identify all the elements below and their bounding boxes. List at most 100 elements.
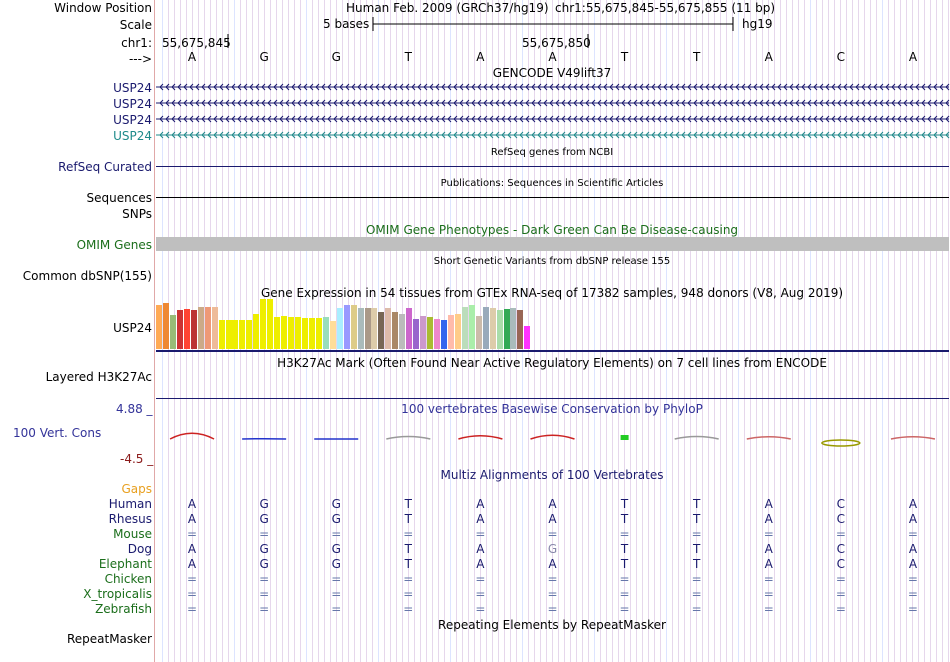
gtex-bar[interactable] bbox=[350, 305, 357, 349]
cons-mark bbox=[386, 435, 431, 440]
grid-line bbox=[618, 0, 619, 662]
gtex-bar[interactable] bbox=[447, 315, 454, 349]
gtex-bar[interactable] bbox=[385, 308, 392, 349]
gtex-bar[interactable] bbox=[204, 307, 211, 349]
gtex-bar[interactable] bbox=[162, 303, 169, 349]
gtex-bar[interactable] bbox=[322, 317, 329, 349]
species-label[interactable]: Human bbox=[108, 497, 152, 511]
reference-base: G bbox=[331, 50, 341, 64]
gtex-bar[interactable] bbox=[260, 299, 267, 349]
gtex-bar[interactable] bbox=[364, 308, 371, 349]
gtex-bar[interactable] bbox=[315, 318, 322, 349]
gtex-bar[interactable] bbox=[454, 314, 461, 349]
gtex-bar[interactable] bbox=[489, 308, 496, 349]
db-label: hg19 bbox=[742, 17, 773, 31]
repeatmasker-label[interactable]: RepeatMasker bbox=[66, 632, 152, 646]
species-label[interactable]: Rhesus bbox=[108, 512, 152, 526]
gtex-bar[interactable] bbox=[288, 317, 295, 349]
species-label[interactable]: Zebrafish bbox=[95, 602, 152, 616]
reference-base: A bbox=[187, 50, 197, 64]
gaps-label[interactable]: Gaps bbox=[121, 482, 152, 496]
gtex-bar[interactable] bbox=[281, 316, 288, 349]
gtex-bar[interactable] bbox=[239, 320, 246, 349]
gtex-bar[interactable] bbox=[232, 320, 239, 349]
gtex-bar[interactable] bbox=[211, 307, 218, 349]
publications-line[interactable] bbox=[156, 197, 949, 198]
gtex-bar[interactable] bbox=[496, 310, 503, 349]
gtex-bar[interactable] bbox=[420, 316, 427, 349]
gtex-bar[interactable] bbox=[274, 317, 281, 349]
gtex-bar[interactable] bbox=[371, 308, 378, 349]
gtex-bar[interactable] bbox=[503, 309, 510, 349]
gtex-bar[interactable] bbox=[343, 305, 350, 349]
alignment-base: = bbox=[907, 527, 918, 541]
gencode-label-1[interactable]: USP24 bbox=[113, 81, 152, 95]
grid-line bbox=[582, 0, 583, 662]
gtex-bar[interactable] bbox=[406, 308, 413, 349]
species-label[interactable]: Chicken bbox=[104, 572, 152, 586]
alignment-base: A bbox=[908, 497, 918, 511]
gtex-bar[interactable] bbox=[197, 307, 204, 349]
snps-label[interactable]: SNPs bbox=[122, 207, 152, 221]
grid-line bbox=[636, 0, 637, 662]
grid-line bbox=[588, 0, 589, 662]
gtex-bar[interactable] bbox=[156, 305, 163, 349]
gencode-label-2[interactable]: USP24 bbox=[113, 97, 152, 111]
gtex-bar[interactable] bbox=[183, 309, 190, 349]
cons-label[interactable]: 100 Vert. Cons bbox=[13, 426, 102, 440]
alignment-base: = bbox=[835, 527, 846, 541]
gtex-bar[interactable] bbox=[246, 320, 253, 349]
gtex-bar[interactable] bbox=[169, 315, 176, 349]
gtex-bar[interactable] bbox=[308, 318, 315, 349]
gencode-label-3[interactable]: USP24 bbox=[113, 113, 152, 127]
gtex-bar[interactable] bbox=[295, 317, 302, 349]
species-label[interactable]: Dog bbox=[127, 542, 152, 556]
gtex-bar[interactable] bbox=[475, 316, 482, 349]
gtex-bar[interactable] bbox=[392, 312, 399, 349]
gtex-bar[interactable] bbox=[427, 317, 434, 349]
alignment-base: T bbox=[693, 542, 701, 556]
strand-arrows bbox=[159, 115, 950, 123]
gtex-bar[interactable] bbox=[434, 319, 441, 349]
publications-label[interactable]: Sequences bbox=[86, 191, 152, 205]
gtex-bar[interactable] bbox=[440, 320, 447, 349]
gtex-bar[interactable] bbox=[357, 308, 364, 349]
grid-line bbox=[294, 0, 295, 662]
gtex-bar[interactable] bbox=[267, 299, 274, 349]
species-label[interactable]: Elephant bbox=[98, 557, 152, 571]
gtex-bar[interactable] bbox=[218, 320, 225, 349]
gtex-bar[interactable] bbox=[413, 319, 420, 349]
gtex-bar[interactable] bbox=[301, 318, 308, 349]
omim-gene-bar[interactable] bbox=[156, 237, 949, 251]
gtex-bar[interactable] bbox=[190, 310, 197, 349]
grid-line bbox=[594, 0, 595, 662]
gtex-bar[interactable] bbox=[399, 314, 406, 349]
refseq-label[interactable]: RefSeq Curated bbox=[58, 160, 152, 174]
refseq-gene-line[interactable] bbox=[156, 166, 949, 167]
alignment-base: = bbox=[691, 527, 702, 541]
gtex-bar[interactable] bbox=[378, 312, 385, 349]
gtex-bar[interactable] bbox=[468, 305, 475, 349]
alignment-base: = bbox=[403, 527, 414, 541]
gtex-bar[interactable] bbox=[329, 321, 336, 349]
h3k27ac-label[interactable]: Layered H3K27Ac bbox=[45, 370, 152, 384]
position-readout[interactable]: chr1:55,675,845-55,675,855 (11 bp) bbox=[555, 1, 776, 15]
gtex-bar[interactable] bbox=[225, 320, 232, 349]
gtex-bar[interactable] bbox=[336, 308, 343, 349]
species-label[interactable]: Mouse bbox=[113, 527, 152, 541]
dbsnp-label[interactable]: Common dbSNP(155) bbox=[22, 269, 152, 283]
window-position-label: Window Position bbox=[54, 1, 152, 15]
gtex-bar[interactable] bbox=[482, 307, 489, 349]
grid-line bbox=[918, 0, 919, 662]
species-label[interactable]: X_tropicalis bbox=[83, 587, 152, 601]
gtex-bar[interactable] bbox=[176, 310, 183, 349]
gencode-label-4[interactable]: USP24 bbox=[113, 129, 152, 143]
gtex-bar[interactable] bbox=[461, 307, 468, 349]
omim-label[interactable]: OMIM Genes bbox=[76, 238, 152, 252]
gtex-label[interactable]: USP24 bbox=[113, 321, 152, 335]
gtex-bar[interactable] bbox=[510, 308, 517, 349]
gtex-bar[interactable] bbox=[517, 310, 524, 349]
gtex-bar[interactable] bbox=[524, 326, 531, 349]
gtex-bar[interactable] bbox=[253, 314, 260, 349]
